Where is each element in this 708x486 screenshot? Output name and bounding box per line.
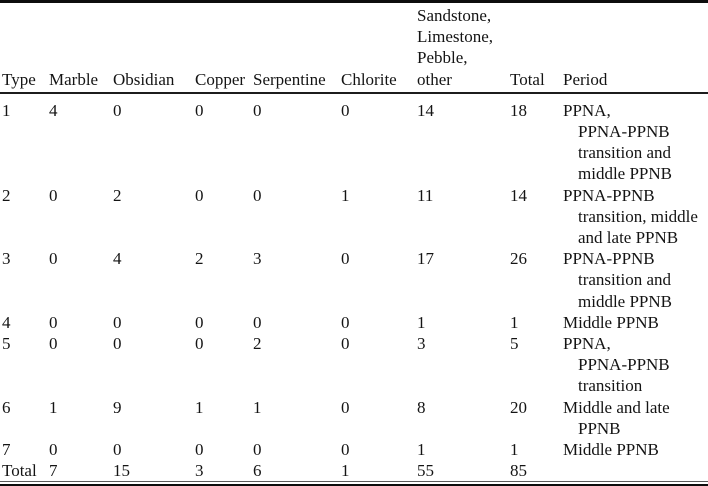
cell-total: 26 xyxy=(510,249,527,269)
table-row-5: 5 0 0 0 2 0 3 5 PPNA, PPNA-PPNB transiti… xyxy=(0,333,708,397)
header-cell-total: Total xyxy=(510,1,563,94)
cell-chlorite: 0 xyxy=(341,249,350,269)
cell-sandstone-group: 8 xyxy=(417,397,426,417)
cell-obsidian: 15 xyxy=(113,461,130,481)
header-cell-marble: Marble xyxy=(49,1,113,94)
cell-total: 5 xyxy=(510,334,519,354)
cell-serpentine: 0 xyxy=(253,440,262,460)
cell-copper: 2 xyxy=(195,249,204,269)
cell-chlorite: 0 xyxy=(341,312,350,332)
cell-sandstone-group: 14 xyxy=(417,100,434,120)
cell-sandstone-group: 1 xyxy=(417,440,426,460)
table-row-7: 7 0 0 0 0 0 1 1 Middle PPNB xyxy=(0,439,708,460)
cell-period: PPNA, PPNA-PPNB transition xyxy=(563,334,670,396)
header-cell-obsidian: Obsidian xyxy=(113,1,195,94)
cell-obsidian: 0 xyxy=(113,440,122,460)
cell-sandstone-group: 11 xyxy=(417,185,434,205)
cell-chlorite: 0 xyxy=(341,440,350,460)
cell-chlorite: 1 xyxy=(341,461,350,481)
cell-type: 5 xyxy=(2,334,11,354)
cell-sandstone-group: 3 xyxy=(417,334,426,354)
cell-period: PPNA, PPNA-PPNB transition and middle PP… xyxy=(563,100,672,184)
cell-serpentine: 0 xyxy=(253,312,262,332)
cell-sandstone-group: 55 xyxy=(417,461,434,481)
header-cell-type: Type xyxy=(0,1,49,94)
header-cell-period: Period xyxy=(563,1,708,94)
cell-serpentine: 0 xyxy=(253,100,262,120)
cell-period: Middle and late PPNB xyxy=(563,397,670,438)
cell-marble: 0 xyxy=(49,334,58,354)
table-body: 1 4 0 0 0 0 14 18 PPNA, PPNA-PPNB transi… xyxy=(0,93,708,482)
cell-copper: 0 xyxy=(195,100,204,120)
cell-total: 14 xyxy=(510,185,527,205)
table-header: Type Marble Obsidian Copper Serpentine C… xyxy=(0,1,708,94)
table-row-6: 6 1 9 1 1 0 8 20 Middle and late PPNB xyxy=(0,397,708,439)
cell-total: 1 xyxy=(510,312,519,332)
cell-obsidian: 0 xyxy=(113,334,122,354)
cell-total: 18 xyxy=(510,100,527,120)
cell-period: PPNA-PPNB transition, middle and late PP… xyxy=(563,185,698,248)
header-row: Type Marble Obsidian Copper Serpentine C… xyxy=(0,1,708,94)
cell-total: 20 xyxy=(510,397,527,417)
cell-chlorite: 0 xyxy=(341,334,350,354)
cell-period: Middle PPNB xyxy=(563,440,659,460)
cell-obsidian: 0 xyxy=(113,312,122,332)
header-cell-sandstone-group: Sandstone, Limestone, Pebble, other xyxy=(417,1,510,94)
cell-serpentine: 2 xyxy=(253,334,262,354)
cell-type: 7 xyxy=(2,440,11,460)
cell-obsidian: 9 xyxy=(113,397,122,417)
table-row-4: 4 0 0 0 0 0 1 1 Middle PPNB xyxy=(0,312,708,333)
cell-type: 6 xyxy=(2,397,11,417)
cell-marble: 1 xyxy=(49,397,58,417)
cell-serpentine: 3 xyxy=(253,249,262,269)
cell-obsidian: 4 xyxy=(113,249,122,269)
cell-chlorite: 0 xyxy=(341,397,350,417)
header-cell-copper: Copper xyxy=(195,1,253,94)
cell-period: PPNA-PPNB transition and middle PPNB xyxy=(563,249,672,311)
cell-type: 4 xyxy=(2,312,11,332)
cell-sandstone-group: 17 xyxy=(417,249,434,269)
cell-serpentine: 1 xyxy=(253,397,262,417)
cell-sandstone-group: 1 xyxy=(417,312,426,332)
cell-serpentine: 0 xyxy=(253,185,262,205)
cell-marble: 0 xyxy=(49,185,58,205)
cell-obsidian: 2 xyxy=(113,185,122,205)
cell-marble: 7 xyxy=(49,461,58,481)
header-cell-serpentine: Serpentine xyxy=(253,1,341,94)
table-row-1: 1 4 0 0 0 0 14 18 PPNA, PPNA-PPNB transi… xyxy=(0,93,708,185)
cell-copper: 0 xyxy=(195,334,204,354)
cell-copper: 0 xyxy=(195,440,204,460)
cell-copper: 1 xyxy=(195,397,204,417)
cell-serpentine: 6 xyxy=(253,461,262,481)
cell-chlorite: 1 xyxy=(341,185,350,205)
cell-type: Total xyxy=(2,461,37,481)
cell-total: 1 xyxy=(510,440,519,460)
cell-chlorite: 0 xyxy=(341,100,350,120)
cell-type: 2 xyxy=(2,185,11,205)
cell-total: 85 xyxy=(510,461,527,481)
cell-period xyxy=(563,460,708,481)
cell-marble: 4 xyxy=(49,100,58,120)
header-cell-chlorite: Chlorite xyxy=(341,1,417,94)
cell-marble: 0 xyxy=(49,440,58,460)
cell-marble: 0 xyxy=(49,249,58,269)
cell-period: Middle PPNB xyxy=(563,312,659,332)
cell-marble: 0 xyxy=(49,312,58,332)
bottom-rule xyxy=(0,481,708,486)
cell-copper: 3 xyxy=(195,461,204,481)
cell-type: 1 xyxy=(2,100,11,120)
cell-copper: 0 xyxy=(195,312,204,332)
cell-obsidian: 0 xyxy=(113,100,122,120)
cell-type: 3 xyxy=(2,249,11,269)
table-row-total: Total 7 15 3 6 1 55 85 xyxy=(0,460,708,481)
cell-copper: 0 xyxy=(195,185,204,205)
table-row-3: 3 0 4 2 3 0 17 26 PPNA-PPNB transition a… xyxy=(0,248,708,312)
table-row-2: 2 0 2 0 0 1 11 14 PPNA-PPNB transition, … xyxy=(0,185,708,249)
